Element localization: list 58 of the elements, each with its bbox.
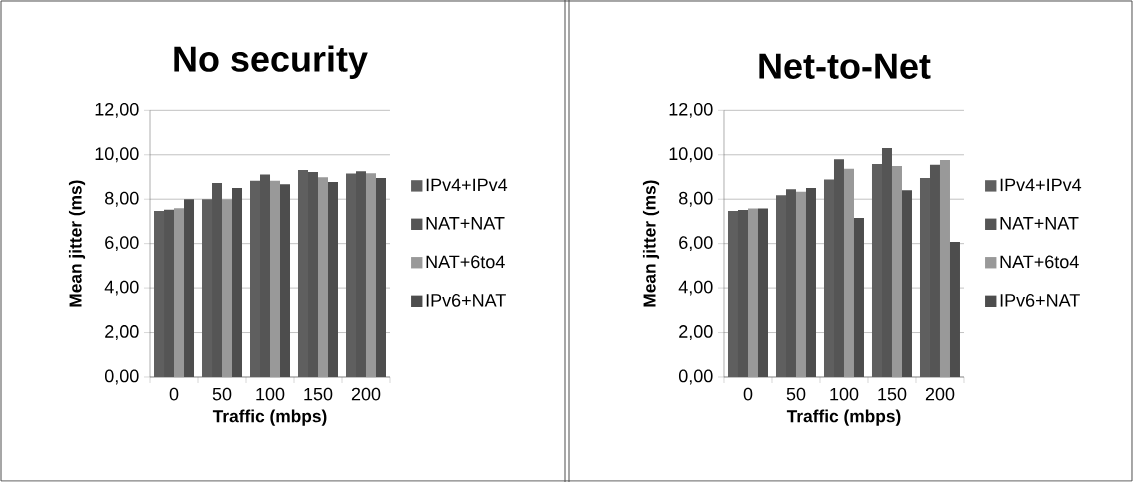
y-tick-label: 10,00 bbox=[669, 147, 713, 163]
x-tick-label: 150 bbox=[304, 387, 333, 401]
bar bbox=[270, 180, 281, 377]
chart-title: No security bbox=[174, 45, 368, 79]
bar bbox=[174, 208, 185, 377]
legend-label: NAT+6to4 bbox=[1000, 255, 1079, 269]
bar bbox=[891, 166, 902, 377]
bar bbox=[184, 199, 195, 377]
bar bbox=[939, 160, 950, 377]
x-tick-label: 0 bbox=[743, 387, 753, 401]
bar bbox=[328, 181, 338, 377]
bar bbox=[854, 218, 864, 377]
y-tick-label: 8,00 bbox=[105, 191, 139, 207]
bar bbox=[366, 173, 376, 377]
x-tick-label: 100 bbox=[256, 387, 285, 401]
y-tick-label: 0,00 bbox=[678, 369, 713, 385]
y-tick-label: 6,00 bbox=[105, 236, 139, 252]
legend-label: NAT+NAT bbox=[426, 217, 505, 230]
y-axis-title: Mean jitter (ms) bbox=[68, 180, 86, 307]
bar bbox=[280, 184, 290, 377]
bar bbox=[901, 190, 912, 377]
x-tick-label: 50 bbox=[212, 387, 232, 401]
y-tick-label: 12,00 bbox=[95, 102, 139, 118]
bar bbox=[758, 208, 768, 377]
legend-label: NAT+6to4 bbox=[426, 255, 505, 269]
bar bbox=[376, 178, 386, 377]
bar bbox=[232, 187, 243, 377]
legend-label: NAT+NAT bbox=[1000, 217, 1079, 230]
bar bbox=[795, 191, 806, 377]
x-tick-label: 200 bbox=[925, 387, 955, 401]
bar bbox=[318, 177, 328, 377]
y-tick-label: 0,00 bbox=[104, 369, 139, 385]
legend-label: IPv4+IPv4 bbox=[426, 178, 508, 192]
legend-label: IPv4+IPv4 bbox=[1000, 178, 1082, 192]
x-tick-label: 0 bbox=[169, 387, 179, 401]
x-tick-label: 200 bbox=[351, 387, 381, 401]
y-axis-title: Mean jitter (ms) bbox=[642, 180, 660, 307]
bar bbox=[949, 242, 960, 377]
x-axis-title: Traffic (mbps) bbox=[786, 409, 901, 426]
bar bbox=[805, 187, 816, 377]
x-axis-title: Traffic (mbps) bbox=[212, 409, 327, 426]
legend-label: IPv6+NAT bbox=[1000, 294, 1080, 307]
chart-title: Net-to-Net bbox=[759, 53, 931, 79]
y-tick-label: 2,00 bbox=[105, 325, 139, 340]
y-tick-label: 4,00 bbox=[104, 280, 139, 296]
y-tick-label: 10,00 bbox=[95, 147, 139, 163]
y-tick-label: 4,00 bbox=[678, 280, 713, 296]
legend-label: IPv6+NAT bbox=[426, 294, 506, 307]
y-tick-label: 12,00 bbox=[669, 102, 713, 118]
x-tick-label: 100 bbox=[830, 387, 859, 401]
x-tick-label: 50 bbox=[786, 387, 806, 401]
x-tick-label: 150 bbox=[878, 387, 907, 401]
y-tick-label: 6,00 bbox=[679, 236, 713, 252]
bar bbox=[222, 199, 233, 377]
y-tick-label: 8,00 bbox=[679, 191, 713, 207]
bar bbox=[843, 168, 854, 377]
bar bbox=[748, 208, 758, 377]
y-tick-label: 2,00 bbox=[679, 325, 713, 340]
